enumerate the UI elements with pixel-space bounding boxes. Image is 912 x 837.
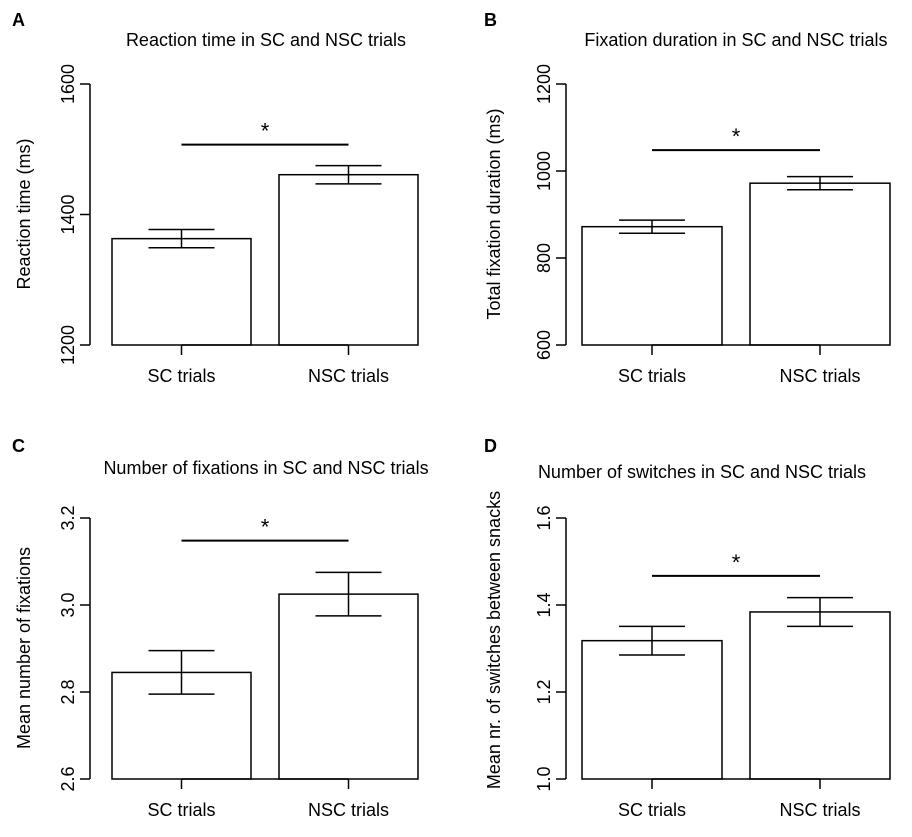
significance-marker: * [261, 515, 270, 540]
y-axis-label: Total fixation duration (ms) [484, 108, 504, 319]
x-tick-label: NSC trials [779, 800, 860, 820]
y-axis-label: Mean number of fixations [14, 547, 34, 749]
significance-marker: * [732, 550, 741, 575]
x-tick-label: NSC trials [308, 800, 389, 820]
panel-c: C Number of fixations in SC and NSC tria… [12, 436, 429, 820]
panel-b: B Fixation duration in SC and NSC trials… [484, 10, 891, 386]
x-tick-label: SC trials [147, 800, 215, 820]
x-tick-label: NSC trials [779, 366, 860, 386]
y-tick-label: 3.0 [58, 592, 78, 617]
bar [278, 593, 419, 780]
y-tick-label: 1600 [58, 64, 78, 104]
y-tick-label: 1.2 [534, 679, 554, 704]
significance-marker: * [261, 119, 270, 144]
y-tick-label: 800 [534, 243, 554, 273]
x-tick-label: SC trials [618, 800, 686, 820]
bar [581, 225, 723, 346]
panel-a: A Reaction time in SC and NSC trials Rea… [12, 10, 419, 386]
y-axis-label: Reaction time (ms) [14, 138, 34, 289]
bar [749, 611, 891, 780]
x-tick-label: SC trials [618, 366, 686, 386]
y-tick-label: 2.8 [58, 679, 78, 704]
chart-title: Number of switches in SC and NSC trials [538, 462, 866, 482]
plot-area: 1.0 1.2 1.4 1.6 SC trials NSC trials * [534, 505, 891, 820]
y-tick-label: 600 [534, 330, 554, 360]
bar [111, 237, 252, 346]
panel-letter: D [484, 436, 497, 456]
y-tick-label: 1000 [534, 151, 554, 191]
y-tick-label: 1200 [534, 64, 554, 104]
chart-title: Reaction time in SC and NSC trials [126, 30, 406, 50]
y-tick-label: 1.4 [534, 592, 554, 617]
x-tick-label: SC trials [147, 366, 215, 386]
chart-title: Fixation duration in SC and NSC trials [584, 30, 887, 50]
plot-area: 1200 1400 1600 SC trials NSC trials * [58, 64, 419, 386]
plot-area: 600 800 1000 1200 SC trials NSC trials * [534, 64, 891, 386]
y-tick-label: 1400 [58, 194, 78, 234]
y-tick-label: 2.6 [58, 766, 78, 791]
y-tick-label: 1.6 [534, 505, 554, 530]
panel-letter: B [484, 10, 497, 30]
y-axis-label: Mean nr. of switches between snacks [484, 491, 504, 789]
x-tick-label: NSC trials [308, 366, 389, 386]
plot-area: 2.6 2.8 3.0 3.2 SC trials NSC trials * [58, 505, 419, 820]
y-tick-label: 1200 [58, 325, 78, 365]
panel-letter: A [12, 10, 25, 30]
significance-marker: * [732, 124, 741, 149]
y-tick-label: 1.0 [534, 766, 554, 791]
bar [278, 173, 419, 346]
bar [581, 639, 723, 780]
y-tick-label: 3.2 [58, 505, 78, 530]
chart-title: Number of fixations in SC and NSC trials [103, 458, 428, 478]
bar [749, 182, 891, 346]
panel-letter: C [12, 436, 25, 456]
panel-d: D Number of switches in SC and NSC trial… [484, 436, 891, 820]
